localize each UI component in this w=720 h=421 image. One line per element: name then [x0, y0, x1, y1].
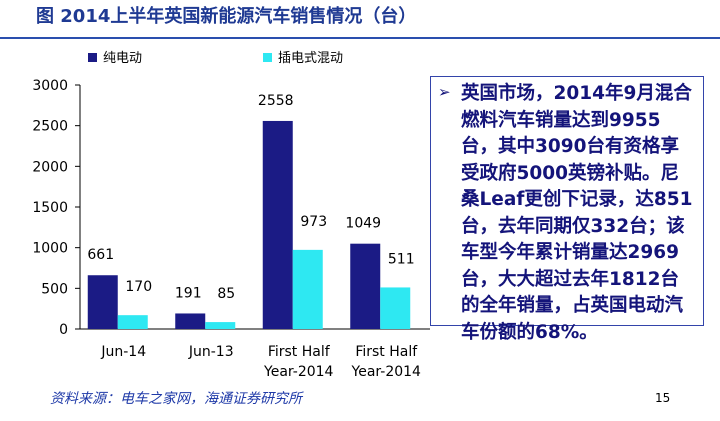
- annotation: 英国市场，2014年9月混合燃料汽车销量达到9955台，其中3090台有资格享受…: [430, 76, 704, 343]
- bar: [380, 287, 411, 329]
- bar: [262, 120, 293, 329]
- x-tick-label: First Half Year-2014: [263, 344, 334, 380]
- bar: [292, 249, 323, 329]
- bar: [87, 275, 118, 329]
- bullet: ➢: [438, 83, 451, 101]
- value-label: 973: [300, 214, 327, 230]
- value-label: 85: [217, 286, 235, 302]
- bar: [117, 315, 148, 329]
- x-tick-label: First Half Year-2014: [351, 344, 422, 380]
- y-tick-label: 500: [41, 281, 68, 297]
- value-label: 661: [87, 247, 114, 263]
- legend-swatch: [88, 53, 97, 62]
- chart-title: 图 2014上半年英国新能源汽车销售情况（台）: [36, 5, 416, 27]
- legend-label: 插电式混动: [278, 51, 343, 66]
- y-tick-label: 1000: [32, 241, 68, 257]
- bar: [175, 313, 206, 329]
- legend-swatch: [263, 53, 272, 62]
- value-label: 170: [125, 279, 152, 295]
- y-tick-label: 2500: [32, 119, 68, 135]
- bar: [350, 243, 381, 329]
- y-tick-label: 0: [59, 322, 68, 338]
- page-number: 15: [655, 391, 670, 405]
- bar: [205, 322, 236, 329]
- x-tick-label: Jun-13: [188, 344, 234, 360]
- y-tick-label: 3000: [32, 78, 68, 94]
- legend-label: 纯电动: [103, 51, 142, 66]
- x-tick-label: Jun-14: [100, 344, 146, 360]
- value-label: 511: [388, 251, 415, 267]
- source: 资料来源：电车之家网，海通证券研究所: [50, 391, 304, 407]
- y-tick-label: 1500: [32, 200, 68, 216]
- value-label: 2558: [258, 93, 294, 109]
- value-label: 191: [175, 285, 202, 301]
- value-label: 1049: [345, 216, 381, 232]
- y-tick-label: 2000: [32, 159, 68, 175]
